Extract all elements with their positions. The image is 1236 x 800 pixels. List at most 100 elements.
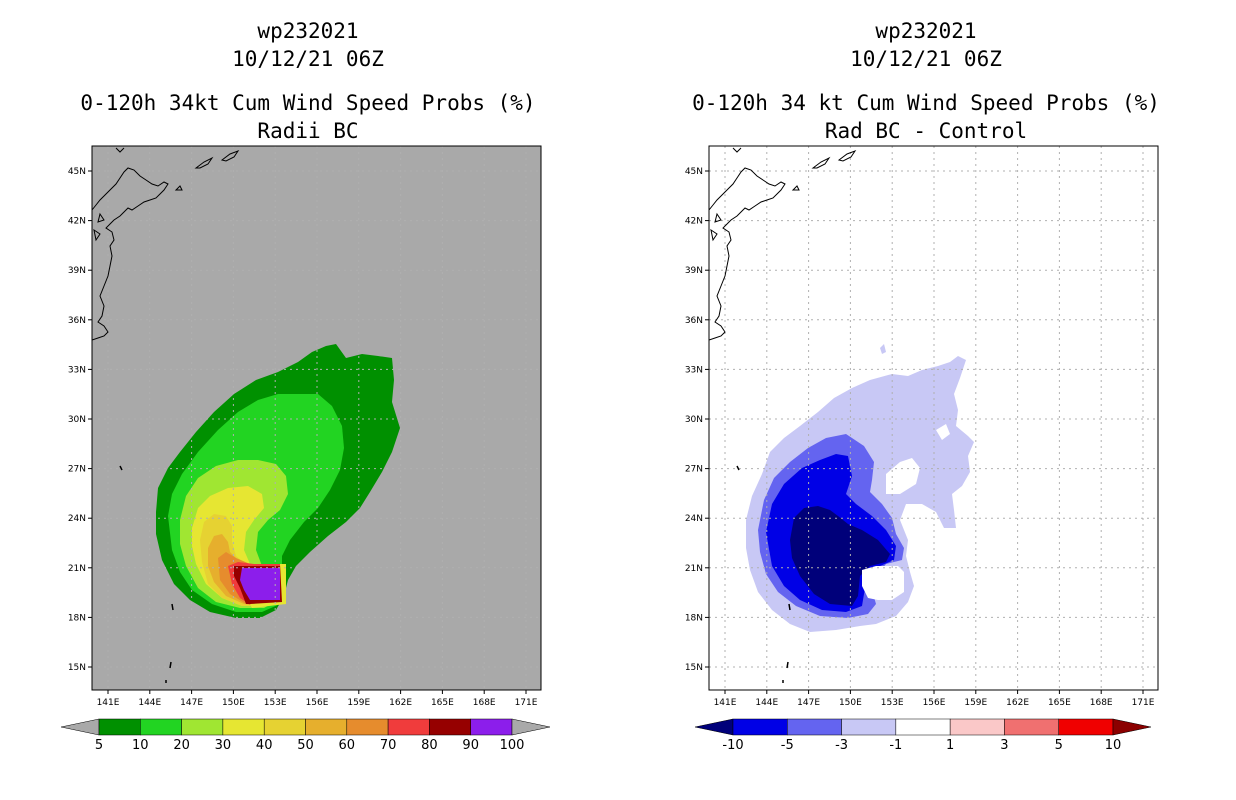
left-lat-label: 45N — [68, 167, 86, 177]
right-lat-label: 18N — [685, 613, 703, 623]
right-colorbar-left-arrow — [694, 718, 734, 736]
right-lat-label: 33N — [685, 365, 703, 375]
left-lon-label: 147E — [180, 698, 203, 708]
right-lon-label: 141E — [714, 698, 737, 708]
left-axis-ticks: 141E 144E 147E 150E 153E 156E 159E 162E 165E 168E… — [68, 167, 538, 708]
left-colorbar-swatch — [222, 718, 265, 736]
left-grid — [92, 146, 541, 690]
left-colorbar-swatch — [263, 718, 306, 736]
left-probability-field — [156, 344, 400, 618]
right-grid — [709, 146, 1158, 690]
right-lon-label: 165E — [1048, 698, 1071, 708]
right-colorbar-swatch — [732, 718, 788, 736]
right-storm-id: wp232021 — [875, 19, 976, 43]
left-lat-label: 33N — [68, 365, 86, 375]
right-axis-ticks: 141E 144E 147E 150E 153E 156E 159E 162E 165E 168E… — [685, 167, 1155, 708]
left-colorbar-swatch — [98, 718, 141, 736]
right-difference-field — [746, 344, 974, 632]
right-datetime: 10/12/21 06Z — [850, 47, 1002, 71]
left-colorbar-label: 30 — [215, 738, 232, 753]
left-lat-label: 42N — [68, 217, 86, 227]
right-lat-label: 15N — [685, 663, 703, 673]
right-colorbar-swatch — [841, 718, 897, 736]
right-speck-1 — [880, 344, 886, 354]
left-lat-label: 36N — [68, 316, 86, 326]
right-colorbar-label: 10 — [1105, 738, 1122, 753]
left-lat-label: 27N — [68, 465, 86, 475]
right-colorbar-swatch — [1058, 718, 1114, 736]
left-contour-90 — [240, 568, 280, 600]
left-colorbar-label: 90 — [462, 738, 479, 753]
right-hole-1 — [886, 458, 920, 494]
right-speck-3 — [952, 466, 962, 480]
left-colorbar-left-arrow — [60, 718, 100, 736]
right-title: 0-120h 34 kt Cum Wind Speed Probs (%) — [692, 91, 1160, 115]
left-panel: wp232021 10/12/21 06Z 0-120h 34kt Cum Wi… — [60, 19, 551, 753]
left-lon-label: 171E — [515, 698, 538, 708]
left-colorbar-label: 5 — [95, 738, 103, 753]
left-datetime: 10/12/21 06Z — [232, 47, 384, 71]
left-lat-label: 18N — [68, 613, 86, 623]
right-colorbar-swatch — [787, 718, 842, 736]
right-colorbar-label: 5 — [1055, 738, 1063, 753]
left-colorbar-label: 100 — [500, 738, 525, 753]
right-colorbar-label: -10 — [722, 738, 743, 753]
left-lat-label: 21N — [68, 564, 86, 574]
left-lon-label: 159E — [347, 698, 370, 708]
right-contour-m10 — [790, 506, 890, 606]
left-lon-label: 153E — [264, 698, 287, 708]
right-lat-label: 30N — [685, 415, 703, 425]
right-lat-label: 24N — [685, 514, 703, 524]
left-core-edge — [250, 564, 286, 608]
left-colorbar-swatch — [429, 718, 471, 736]
right-panel: wp232021 10/12/21 06Z 0-120h 34 kt Cum W… — [685, 19, 1160, 753]
left-lon-label: 156E — [306, 698, 329, 708]
left-colorbar-label: 40 — [256, 738, 273, 753]
right-lon-label: 150E — [839, 698, 862, 708]
left-lat-label: 24N — [68, 514, 86, 524]
right-speck-2 — [904, 382, 912, 394]
right-subtitle: Rad BC - Control — [825, 119, 1027, 143]
left-lon-label: 150E — [222, 698, 245, 708]
right-colorbar-label: 3 — [1000, 738, 1008, 753]
left-colorbar-label: 50 — [297, 738, 314, 753]
left-colorbar-swatch — [305, 718, 348, 736]
right-colorbar-label: 1 — [946, 738, 954, 753]
left-lat-label: 39N — [68, 266, 86, 276]
right-lat-label: 39N — [685, 266, 703, 276]
right-lon-label: 159E — [964, 698, 987, 708]
right-lat-label: 36N — [685, 316, 703, 326]
left-colorbar-right-arrow — [511, 718, 551, 736]
left-subtitle: Radii BC — [257, 119, 358, 143]
left-colorbar-swatch — [470, 718, 513, 736]
left-lon-label: 162E — [389, 698, 412, 708]
right-lon-label: 144E — [755, 698, 778, 708]
left-lon-label: 141E — [97, 698, 120, 708]
left-colorbar-label: 20 — [173, 738, 190, 753]
right-colorbar-label: -3 — [835, 738, 848, 753]
right-lat-label: 42N — [685, 217, 703, 227]
right-lat-label: 45N — [685, 167, 703, 177]
right-lon-label: 156E — [923, 698, 946, 708]
right-lat-label: 21N — [685, 564, 703, 574]
right-colorbar-label: -5 — [781, 738, 794, 753]
right-colorbar-swatch — [1004, 718, 1059, 736]
left-colorbar-label: 70 — [380, 738, 397, 753]
left-lat-label: 30N — [68, 415, 86, 425]
left-colorbar-label: 80 — [421, 738, 438, 753]
right-near-zero-pocket — [862, 566, 904, 600]
right-lon-label: 147E — [797, 698, 820, 708]
right-lon-label: 168E — [1090, 698, 1113, 708]
right-hole-2 — [936, 424, 950, 440]
left-lon-label: 144E — [138, 698, 161, 708]
left-colorbar: 5 10 20 30 40 50 60 70 80 90 100 — [60, 718, 551, 753]
right-lon-label: 171E — [1132, 698, 1155, 708]
right-lon-label: 153E — [881, 698, 904, 708]
left-colorbar-swatch — [140, 718, 182, 736]
left-colorbar-swatch — [181, 718, 224, 736]
left-colorbar-label: 10 — [132, 738, 149, 753]
right-colorbar-right-arrow — [1112, 718, 1152, 736]
right-lat-label: 27N — [685, 465, 703, 475]
right-colorbar-swatch — [949, 718, 1005, 736]
